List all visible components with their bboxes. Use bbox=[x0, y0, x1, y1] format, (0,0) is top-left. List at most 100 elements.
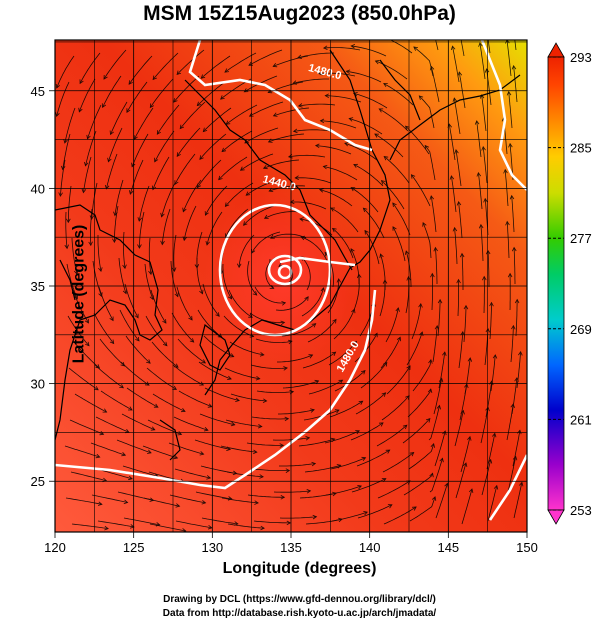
streamline-arrowhead bbox=[281, 301, 287, 306]
streamline-arrowhead bbox=[410, 174, 416, 179]
streamline bbox=[224, 52, 257, 73]
streamline bbox=[68, 367, 99, 391]
streamline bbox=[487, 250, 490, 287]
streamline-arrowhead bbox=[236, 263, 242, 269]
streamline-arrowhead bbox=[361, 456, 367, 462]
streamline bbox=[324, 430, 360, 444]
streamline bbox=[408, 443, 435, 470]
streamline-arrowhead bbox=[454, 149, 459, 154]
streamline bbox=[455, 149, 462, 187]
streamline bbox=[489, 302, 492, 340]
streamline-arrowhead bbox=[442, 351, 447, 356]
streamline bbox=[325, 95, 362, 103]
streamline bbox=[323, 166, 358, 181]
streamline-arrowhead bbox=[314, 379, 320, 385]
streamline bbox=[325, 485, 362, 496]
streamline-arrowhead bbox=[464, 383, 469, 389]
streamline bbox=[413, 46, 434, 77]
streamline bbox=[411, 174, 431, 207]
streamline bbox=[389, 40, 413, 54]
streamline-arrowhead bbox=[107, 157, 112, 163]
streamline bbox=[195, 491, 232, 500]
figure-title: MSM 15Z15Aug2023 (850.0hPa) bbox=[143, 2, 456, 25]
streamline-arrowhead bbox=[255, 375, 261, 381]
streamline bbox=[73, 341, 100, 369]
streamline-arrowhead bbox=[176, 70, 182, 75]
streamline bbox=[114, 205, 119, 243]
streamline bbox=[220, 445, 257, 453]
streamline bbox=[277, 354, 313, 363]
streamline-arrowhead bbox=[64, 244, 69, 250]
streamline bbox=[227, 523, 265, 529]
streamline-arrowhead bbox=[220, 95, 225, 100]
streamline bbox=[87, 104, 102, 139]
streamline-arrowhead bbox=[505, 220, 510, 226]
streamline-arrowhead bbox=[382, 279, 388, 284]
streamline bbox=[377, 480, 411, 499]
streamline bbox=[263, 159, 300, 169]
streamline bbox=[64, 445, 100, 458]
streamline bbox=[225, 208, 249, 238]
streamline bbox=[95, 416, 130, 433]
streamline-arrowhead bbox=[357, 273, 362, 279]
streamline-arrowhead bbox=[95, 364, 101, 369]
streamline-arrowhead bbox=[137, 217, 143, 222]
streamline-arrowhead bbox=[491, 432, 497, 438]
streamline-arrowhead bbox=[175, 503, 181, 508]
streamline bbox=[179, 101, 206, 129]
streamline-arrowhead bbox=[449, 175, 455, 180]
streamline bbox=[110, 101, 128, 135]
streamline bbox=[173, 75, 200, 103]
streamline-arrowhead bbox=[456, 200, 462, 206]
streamline-arrowhead bbox=[284, 416, 290, 422]
streamline bbox=[512, 430, 521, 467]
streamline bbox=[513, 65, 518, 103]
streamline-arrowhead bbox=[378, 422, 384, 427]
streamline-arrowhead bbox=[395, 307, 400, 312]
streamline bbox=[196, 257, 203, 294]
streamline-arrowhead bbox=[104, 184, 110, 190]
streamline-arrowhead bbox=[259, 474, 264, 479]
streamline-arrowhead bbox=[126, 108, 131, 114]
streamline-arrowhead bbox=[257, 423, 263, 429]
streamline-arrowhead bbox=[385, 449, 391, 454]
streamline bbox=[251, 231, 281, 254]
streamline bbox=[200, 55, 231, 79]
streamline-arrowhead bbox=[387, 504, 393, 509]
streamline bbox=[60, 159, 66, 197]
streamline bbox=[174, 468, 211, 479]
streamline-arrowhead bbox=[518, 350, 523, 356]
streamline bbox=[275, 296, 309, 311]
streamline-arrowhead bbox=[294, 175, 299, 180]
streamline bbox=[93, 312, 115, 344]
streamline bbox=[123, 231, 126, 269]
streamline-arrowhead bbox=[128, 475, 133, 481]
streamline bbox=[299, 218, 333, 236]
streamline-arrowhead bbox=[412, 506, 417, 511]
streamline bbox=[106, 153, 118, 189]
streamline bbox=[330, 457, 366, 470]
streamline-arrowhead bbox=[311, 461, 317, 467]
streamline-arrowhead bbox=[196, 183, 202, 189]
streamline bbox=[460, 40, 465, 57]
streamline-arrowhead bbox=[434, 324, 440, 330]
x-tick-labels: 120 125 130 135 140 145 150 bbox=[44, 540, 538, 555]
streamline bbox=[458, 72, 466, 109]
colorbar-tick-293: 293 bbox=[570, 50, 592, 65]
streamline bbox=[292, 78, 329, 84]
streamline bbox=[279, 516, 317, 519]
streamline bbox=[383, 83, 414, 106]
streamline-arrowhead bbox=[436, 404, 441, 410]
streamline bbox=[409, 496, 436, 522]
streamline bbox=[506, 40, 512, 77]
streamline bbox=[278, 409, 315, 415]
streamline bbox=[308, 379, 343, 395]
streamline-arrowhead bbox=[215, 312, 220, 317]
streamline bbox=[222, 263, 232, 300]
streamline bbox=[453, 98, 461, 135]
streamline bbox=[381, 180, 405, 210]
streamline bbox=[238, 234, 255, 268]
streamline-arrowhead bbox=[304, 296, 309, 301]
streamline-arrowhead bbox=[425, 417, 431, 423]
streamline bbox=[328, 341, 357, 366]
